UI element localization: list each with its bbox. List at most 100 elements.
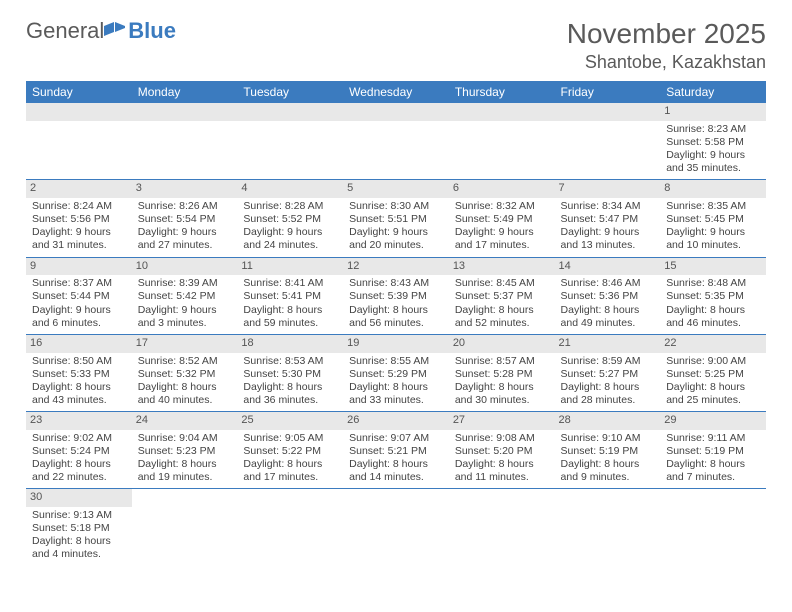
daylight-text: Daylight: 9 hours and 20 minutes. — [349, 226, 443, 252]
sunset-text: Sunset: 5:54 PM — [138, 213, 232, 226]
daylight-text: Daylight: 8 hours and 43 minutes. — [32, 381, 126, 407]
sunset-text: Sunset: 5:44 PM — [32, 290, 126, 303]
sunset-text: Sunset: 5:41 PM — [243, 290, 337, 303]
daylight-text: Daylight: 8 hours and 7 minutes. — [666, 458, 760, 484]
sunrise-text: Sunrise: 8:37 AM — [32, 277, 126, 290]
sunrise-text: Sunrise: 9:00 AM — [666, 355, 760, 368]
logo-text-2: Blue — [128, 18, 176, 44]
sunset-text: Sunset: 5:52 PM — [243, 213, 337, 226]
calendar-cell: 16Sunrise: 8:50 AMSunset: 5:33 PMDayligh… — [26, 334, 132, 411]
sunrise-text: Sunrise: 8:28 AM — [243, 200, 337, 213]
sunset-text: Sunset: 5:35 PM — [666, 290, 760, 303]
calendar-week: 23Sunrise: 9:02 AMSunset: 5:24 PMDayligh… — [26, 412, 766, 489]
title-block: November 2025 Shantobe, Kazakhstan — [567, 18, 766, 73]
calendar-table: SundayMondayTuesdayWednesdayThursdayFrid… — [26, 81, 766, 566]
day-number: 17 — [132, 335, 238, 353]
sunset-text: Sunset: 5:56 PM — [32, 213, 126, 226]
calendar-cell — [555, 103, 661, 180]
day-number-empty — [555, 103, 661, 121]
sunset-text: Sunset: 5:29 PM — [349, 368, 443, 381]
day-number: 16 — [26, 335, 132, 353]
day-number: 11 — [237, 258, 343, 276]
calendar-cell: 2Sunrise: 8:24 AMSunset: 5:56 PMDaylight… — [26, 180, 132, 257]
sunset-text: Sunset: 5:33 PM — [32, 368, 126, 381]
day-number: 19 — [343, 335, 449, 353]
day-number: 7 — [555, 180, 661, 198]
sunset-text: Sunset: 5:32 PM — [138, 368, 232, 381]
sunset-text: Sunset: 5:37 PM — [455, 290, 549, 303]
sunrise-text: Sunrise: 8:34 AM — [561, 200, 655, 213]
calendar-cell — [343, 489, 449, 566]
calendar-cell: 9Sunrise: 8:37 AMSunset: 5:44 PMDaylight… — [26, 257, 132, 334]
calendar-cell: 12Sunrise: 8:43 AMSunset: 5:39 PMDayligh… — [343, 257, 449, 334]
calendar-week: 16Sunrise: 8:50 AMSunset: 5:33 PMDayligh… — [26, 334, 766, 411]
sunrise-text: Sunrise: 8:41 AM — [243, 277, 337, 290]
day-number-empty — [132, 103, 238, 121]
daylight-text: Daylight: 9 hours and 3 minutes. — [138, 304, 232, 330]
sunset-text: Sunset: 5:36 PM — [561, 290, 655, 303]
day-number: 27 — [449, 412, 555, 430]
calendar-cell: 8Sunrise: 8:35 AMSunset: 5:45 PMDaylight… — [660, 180, 766, 257]
daylight-text: Daylight: 9 hours and 13 minutes. — [561, 226, 655, 252]
day-number: 25 — [237, 412, 343, 430]
day-number: 3 — [132, 180, 238, 198]
daylight-text: Daylight: 8 hours and 36 minutes. — [243, 381, 337, 407]
day-number: 1 — [660, 103, 766, 121]
sunrise-text: Sunrise: 8:59 AM — [561, 355, 655, 368]
calendar-cell — [237, 103, 343, 180]
daylight-text: Daylight: 8 hours and 40 minutes. — [138, 381, 232, 407]
day-number-empty — [449, 103, 555, 121]
daylight-text: Daylight: 9 hours and 24 minutes. — [243, 226, 337, 252]
daylight-text: Daylight: 9 hours and 31 minutes. — [32, 226, 126, 252]
day-number: 6 — [449, 180, 555, 198]
day-number: 28 — [555, 412, 661, 430]
calendar-cell — [132, 489, 238, 566]
header: General Blue November 2025 Shantobe, Kaz… — [26, 18, 766, 73]
calendar-cell: 10Sunrise: 8:39 AMSunset: 5:42 PMDayligh… — [132, 257, 238, 334]
sunrise-text: Sunrise: 8:52 AM — [138, 355, 232, 368]
sunrise-text: Sunrise: 8:46 AM — [561, 277, 655, 290]
weekday-header: Monday — [132, 81, 238, 103]
day-number: 21 — [555, 335, 661, 353]
calendar-cell — [660, 489, 766, 566]
calendar-cell: 3Sunrise: 8:26 AMSunset: 5:54 PMDaylight… — [132, 180, 238, 257]
day-number: 13 — [449, 258, 555, 276]
calendar-header-row: SundayMondayTuesdayWednesdayThursdayFrid… — [26, 81, 766, 103]
weekday-header: Thursday — [449, 81, 555, 103]
calendar-week: 9Sunrise: 8:37 AMSunset: 5:44 PMDaylight… — [26, 257, 766, 334]
calendar-cell — [449, 489, 555, 566]
daylight-text: Daylight: 8 hours and 4 minutes. — [32, 535, 126, 561]
sunset-text: Sunset: 5:23 PM — [138, 445, 232, 458]
calendar-cell: 21Sunrise: 8:59 AMSunset: 5:27 PMDayligh… — [555, 334, 661, 411]
sunrise-text: Sunrise: 8:30 AM — [349, 200, 443, 213]
day-number-empty — [237, 103, 343, 121]
sunrise-text: Sunrise: 8:35 AM — [666, 200, 760, 213]
calendar-cell: 29Sunrise: 9:11 AMSunset: 5:19 PMDayligh… — [660, 412, 766, 489]
day-number: 24 — [132, 412, 238, 430]
location-title: Shantobe, Kazakhstan — [567, 52, 766, 73]
day-number: 30 — [26, 489, 132, 507]
calendar-cell: 18Sunrise: 8:53 AMSunset: 5:30 PMDayligh… — [237, 334, 343, 411]
calendar-cell: 14Sunrise: 8:46 AMSunset: 5:36 PMDayligh… — [555, 257, 661, 334]
calendar-cell: 27Sunrise: 9:08 AMSunset: 5:20 PMDayligh… — [449, 412, 555, 489]
logo-text-1: General — [26, 18, 104, 44]
sunset-text: Sunset: 5:45 PM — [666, 213, 760, 226]
daylight-text: Daylight: 8 hours and 9 minutes. — [561, 458, 655, 484]
daylight-text: Daylight: 9 hours and 27 minutes. — [138, 226, 232, 252]
day-number: 22 — [660, 335, 766, 353]
calendar-cell — [237, 489, 343, 566]
flag-icon — [104, 18, 126, 44]
daylight-text: Daylight: 8 hours and 14 minutes. — [349, 458, 443, 484]
calendar-week: 30Sunrise: 9:13 AMSunset: 5:18 PMDayligh… — [26, 489, 766, 566]
calendar-cell: 22Sunrise: 9:00 AMSunset: 5:25 PMDayligh… — [660, 334, 766, 411]
sunrise-text: Sunrise: 9:13 AM — [32, 509, 126, 522]
sunset-text: Sunset: 5:24 PM — [32, 445, 126, 458]
sunset-text: Sunset: 5:30 PM — [243, 368, 337, 381]
sunset-text: Sunset: 5:21 PM — [349, 445, 443, 458]
sunrise-text: Sunrise: 8:24 AM — [32, 200, 126, 213]
day-number: 15 — [660, 258, 766, 276]
day-number: 4 — [237, 180, 343, 198]
sunset-text: Sunset: 5:22 PM — [243, 445, 337, 458]
day-number-empty — [343, 103, 449, 121]
weekday-header: Sunday — [26, 81, 132, 103]
